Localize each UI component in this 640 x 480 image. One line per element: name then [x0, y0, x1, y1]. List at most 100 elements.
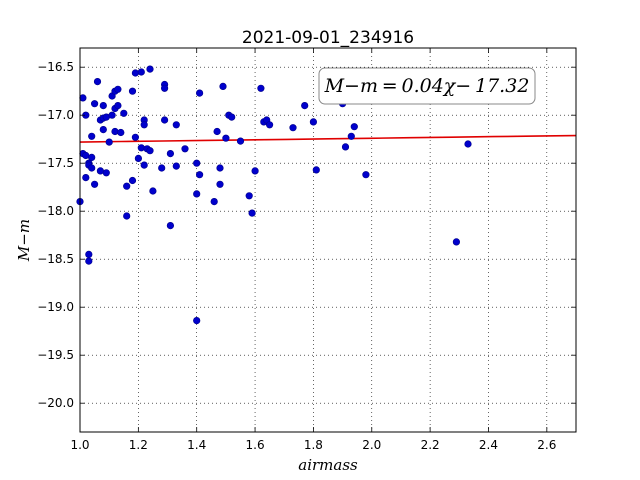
data-point [251, 167, 259, 175]
data-point [301, 101, 309, 110]
data-point [96, 167, 104, 175]
data-point [137, 144, 145, 152]
data-point [210, 198, 218, 206]
x-tick-labels: 1.0 1.2 1.4 1.6 1.8 2.0 2.2 2.4 2.6 [70, 438, 556, 452]
data-point [166, 150, 174, 158]
data-point [82, 151, 90, 160]
chart-title: 2021-09-01_234916 [242, 28, 414, 48]
data-point [111, 127, 119, 136]
y-tick-label: −20.0 [37, 396, 74, 410]
data-point [312, 166, 320, 174]
data-point [88, 132, 96, 140]
data-point [266, 121, 274, 129]
data-point [146, 65, 154, 73]
data-point [120, 109, 128, 117]
data-point [341, 143, 350, 151]
data-point [128, 176, 137, 185]
data-point [102, 169, 110, 177]
data-point [245, 192, 253, 200]
data-point [114, 101, 122, 110]
data-point [88, 164, 96, 172]
data-point [137, 68, 145, 76]
data-point [134, 154, 142, 162]
plot-frame [79, 47, 577, 433]
data-point [117, 128, 125, 137]
data-point [219, 82, 227, 90]
data-point [216, 180, 224, 188]
data-point [161, 84, 169, 92]
data-point [347, 132, 355, 140]
data-point [128, 87, 137, 95]
data-points [76, 65, 472, 325]
data-point [105, 138, 113, 146]
data-point [289, 124, 297, 132]
data-point [257, 84, 265, 92]
data-point [82, 174, 90, 182]
data-point [452, 238, 461, 246]
data-point [236, 137, 245, 145]
y-tick-label: −17.0 [37, 108, 74, 122]
data-point [222, 134, 230, 142]
data-point [88, 153, 96, 161]
data-point [196, 171, 204, 179]
data-point [131, 133, 139, 141]
y-tick-label: −16.5 [37, 60, 74, 74]
data-point [90, 100, 99, 108]
fit-line [79, 134, 577, 143]
data-point [362, 171, 370, 179]
data-point [216, 164, 224, 172]
x-tick-label: 1.0 [70, 438, 89, 452]
data-point [99, 101, 107, 110]
y-tick-label: −18.5 [37, 252, 74, 266]
x-tick-label: 1.8 [304, 438, 323, 452]
data-point [213, 127, 221, 136]
grid-lines [79, 48, 576, 432]
data-point [193, 317, 201, 325]
data-point [228, 113, 236, 121]
x-tick-label: 1.2 [129, 438, 148, 452]
data-point [248, 209, 256, 217]
x-tick-label: 2.6 [537, 438, 556, 452]
data-point [193, 159, 201, 167]
y-axis-label: M−m [15, 219, 33, 262]
data-point [85, 257, 93, 265]
data-point [464, 140, 472, 148]
data-point [149, 187, 157, 195]
data-point [193, 190, 201, 198]
x-tick-label: 1.4 [187, 438, 206, 452]
data-point [123, 182, 131, 190]
y-tick-label: −19.0 [37, 300, 74, 314]
data-point [146, 147, 154, 155]
data-point [99, 126, 107, 134]
data-point [350, 123, 358, 131]
data-point [161, 116, 169, 124]
data-point [140, 121, 148, 129]
data-point [114, 85, 122, 93]
data-point [85, 250, 93, 258]
data-point [140, 161, 148, 169]
data-point [79, 94, 87, 102]
fit-equation: M−m = 0.04χ− 17.32 [324, 75, 530, 97]
data-point [108, 111, 116, 119]
annotation-box [318, 67, 536, 105]
data-point [166, 222, 174, 230]
y-tick-labels: −16.5 −17.0 −17.5 −18.0 −18.5 −19.0 −19.5 −20.0 [37, 60, 74, 410]
data-point [131, 69, 139, 77]
x-tick-label: 2.2 [421, 438, 440, 452]
y-tick-label: −17.5 [37, 156, 74, 170]
data-point [181, 145, 189, 153]
data-point [90, 180, 99, 188]
data-point [158, 164, 166, 172]
data-point [309, 118, 318, 126]
data-point [123, 212, 131, 220]
y-tick-label: −19.5 [37, 348, 74, 362]
x-tick-label: 1.6 [246, 438, 265, 452]
x-tick-label: 2.0 [362, 438, 381, 452]
data-point [196, 89, 204, 97]
x-axis-label: airmass [298, 456, 358, 474]
data-point [172, 121, 180, 129]
data-point [93, 77, 102, 86]
x-tick-label: 2.4 [479, 438, 498, 452]
y-tick-label: −18.0 [37, 204, 74, 218]
